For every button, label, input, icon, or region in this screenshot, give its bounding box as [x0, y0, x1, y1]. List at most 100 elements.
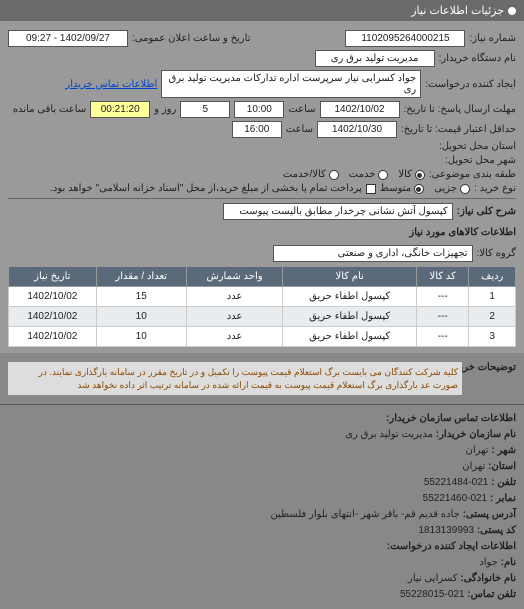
table-cell: کپسول اطفاء حریق: [283, 327, 417, 347]
state-value: تهران: [462, 461, 485, 472]
note-checkbox-label: پرداخت تمام یا بخشی از مبلغ خرید،از محل …: [50, 183, 362, 194]
table-cell: کپسول اطفاء حریق: [283, 307, 417, 327]
table-header: تعداد / مقدار: [96, 267, 186, 287]
table-header: ردیف: [469, 267, 516, 287]
address-label: آدرس پستی:: [463, 509, 516, 520]
table-cell: 2: [469, 307, 516, 327]
notes-section: توضیحات خریدار: کلیه شرکت کنندگان می بای…: [0, 353, 524, 404]
city-label: شهر :: [491, 445, 516, 456]
group-value: تجهیزات خانگی، اداری و صنعتی: [273, 245, 473, 262]
table-header: تاریخ نیاز: [9, 267, 97, 287]
postal-label: کد پستی:: [477, 525, 516, 536]
phone-label: تلفن :: [491, 477, 516, 488]
contact-link[interactable]: اطلاعات تماس خریدار: [65, 79, 157, 90]
fax-label: نمابر :: [490, 493, 516, 504]
header-dot-icon: [508, 7, 516, 15]
table-cell: ---: [416, 287, 468, 307]
table-cell: ---: [416, 307, 468, 327]
treasury-checkbox[interactable]: [366, 184, 376, 194]
delivery-city-label: شهر محل تحویل:: [445, 155, 516, 166]
items-section-title: اطلاعات کالاهای مورد نیاز: [8, 223, 516, 242]
cphone-label: تلفن تماس:: [467, 589, 516, 600]
table-row: 3---کپسول اطفاء حریقعدد101402/10/02: [9, 327, 516, 347]
deadline-time-label: ساعت: [288, 104, 315, 115]
contact-title: اطلاعات تماس سازمان خریدار:: [8, 411, 516, 427]
buyer-value: مدیریت تولید برق ری: [315, 50, 435, 67]
table-cell: 10: [96, 327, 186, 347]
table-cell: عدد: [186, 327, 283, 347]
category-label: طبقه بندی موضوعی:: [429, 169, 516, 180]
creator-title: اطلاعات ایجاد کننده درخواست:: [8, 539, 516, 555]
radio-icon: [414, 184, 424, 194]
name-label: نام:: [501, 557, 516, 568]
address-value: جاده قدیم قم- باقر شهر -انتهای بلوار فلس…: [270, 509, 459, 520]
radio-icon: [329, 170, 339, 180]
notes-label: توضیحات خریدار:: [466, 362, 516, 373]
family-value: کسرایی نیار: [408, 573, 458, 584]
price-date-label: حداقل اعتبار قیمت: تا تاریخ:: [401, 124, 516, 135]
table-row: 2---کپسول اطفاء حریقعدد101402/10/02: [9, 307, 516, 327]
table-cell: 1: [469, 287, 516, 307]
deadline-time: 10:00: [234, 101, 284, 118]
delivery-state-label: استان محل تحویل:: [439, 141, 516, 152]
cat-service-radio[interactable]: خدمت: [349, 169, 389, 180]
table-cell: کپسول اطفاء حریق: [283, 287, 417, 307]
fax-value: 021-55221460: [423, 493, 488, 504]
deadline-label: مهلت ارسال پاسخ: تا تاریخ:: [404, 104, 516, 115]
table-cell: 1402/10/02: [9, 287, 97, 307]
requester-value: جواد کسرایی نیار سرپرست اداره تدارکات مد…: [161, 70, 421, 98]
postal-value: 1813139993: [418, 525, 474, 536]
num-label: شماره نیاز:: [469, 33, 516, 44]
buy-type-radio-group: جزیی متوسط: [380, 183, 470, 194]
name-value: جواد: [479, 557, 498, 568]
category-radio-group: کالا خدمت کالا/خدمت: [283, 169, 425, 180]
notes-text: کلیه شرکت کنندگان می بایست برگ استعلام ق…: [8, 362, 462, 395]
state-label: استان:: [488, 461, 516, 472]
table-cell: 15: [96, 287, 186, 307]
price-date: 1402/10/30: [317, 121, 397, 138]
buy-partial-radio[interactable]: جزیی: [434, 183, 470, 194]
items-table: ردیفکد کالانام کالاواحد شمارشتعداد / مقد…: [8, 266, 516, 347]
table-cell: 10: [96, 307, 186, 327]
table-cell: 3: [469, 327, 516, 347]
phone-value: 021-55221484: [424, 477, 489, 488]
window-header: جزئیات اطلاعات نیاز: [0, 0, 524, 21]
remain-time: 00:21:20: [90, 101, 150, 118]
table-header: کد کالا: [416, 267, 468, 287]
price-time-label: ساعت: [286, 124, 313, 135]
table-cell: 1402/10/02: [9, 327, 97, 347]
requester-label: ایجاد کننده درخواست:: [425, 79, 516, 90]
contact-section: اطلاعات تماس سازمان خریدار: نام سازمان خ…: [0, 405, 524, 609]
date-label: تاریخ و ساعت اعلان عمومی:: [132, 33, 251, 44]
table-header: واحد شمارش: [186, 267, 283, 287]
city-value: تهران: [466, 445, 489, 456]
table-row: 1---کپسول اطفاء حریقعدد151402/10/02: [9, 287, 516, 307]
num-value: 1102095264000215: [345, 30, 465, 47]
date-value: 1402/09/27 - 09:27: [8, 30, 128, 47]
org-label: نام سازمان خریدار:: [436, 429, 516, 440]
cat-both-radio[interactable]: کالا/خدمت: [283, 169, 339, 180]
days-value: 5: [180, 101, 230, 118]
desc-value: کپسول آتش نشانی چرخدار مطابق بالیست پیوس…: [223, 203, 453, 220]
header-title: جزئیات اطلاعات نیاز: [411, 4, 504, 17]
table-cell: 1402/10/02: [9, 307, 97, 327]
price-time: 16:00: [232, 121, 282, 138]
buy-medium-radio[interactable]: متوسط: [380, 183, 424, 194]
table-cell: ---: [416, 327, 468, 347]
remain-label: ساعت باقی مانده: [13, 104, 86, 115]
table-cell: عدد: [186, 287, 283, 307]
radio-icon: [415, 170, 425, 180]
buy-type-label: نوع خرید :: [474, 183, 516, 194]
days-label: روز و: [154, 104, 176, 115]
deadline-date: 1402/10/02: [320, 101, 400, 118]
form-section: شماره نیاز: 1102095264000215 تاریخ و ساع…: [0, 21, 524, 353]
table-cell: عدد: [186, 307, 283, 327]
cphone-value: 021-55228015: [400, 589, 465, 600]
cat-goods-radio[interactable]: کالا: [398, 169, 425, 180]
radio-icon: [460, 184, 470, 194]
group-label: گروه کالا:: [477, 248, 516, 259]
buyer-label: نام دستگاه خریدار:: [439, 53, 516, 64]
radio-icon: [378, 170, 388, 180]
family-label: نام خانوادگی:: [460, 573, 516, 584]
desc-label: شرح کلی نیاز:: [457, 206, 516, 217]
